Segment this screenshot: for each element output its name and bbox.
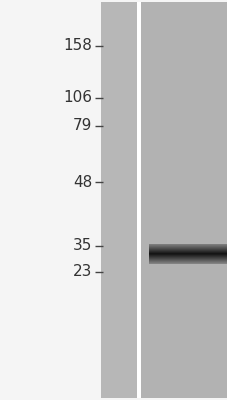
Bar	[149, 244, 227, 245]
Text: 106: 106	[63, 90, 92, 106]
Bar	[149, 246, 227, 247]
Bar	[149, 256, 227, 257]
Bar	[149, 255, 227, 256]
Bar	[149, 248, 227, 249]
Bar	[149, 250, 227, 251]
Text: 23: 23	[73, 264, 92, 280]
Bar	[149, 263, 227, 264]
Bar	[136, 2, 140, 398]
Bar	[149, 247, 227, 248]
Bar	[149, 260, 227, 261]
Bar	[149, 261, 227, 262]
Bar	[149, 258, 227, 259]
Bar	[149, 249, 227, 250]
Text: 48: 48	[73, 174, 92, 190]
Bar	[149, 254, 227, 256]
Bar	[149, 258, 227, 259]
Bar	[149, 248, 227, 249]
Bar	[149, 246, 227, 247]
Bar	[149, 247, 227, 248]
Bar	[149, 260, 227, 261]
Bar	[149, 251, 227, 252]
Bar	[149, 254, 227, 255]
Bar	[149, 253, 227, 254]
Bar	[149, 257, 227, 258]
Bar	[149, 262, 227, 263]
Text: 158: 158	[63, 38, 92, 54]
Bar	[140, 2, 227, 398]
Bar	[149, 261, 227, 262]
Bar	[149, 249, 227, 250]
Bar	[149, 250, 227, 251]
Text: 35: 35	[73, 238, 92, 254]
Bar	[149, 244, 227, 245]
Bar	[149, 256, 227, 257]
Text: 79: 79	[73, 118, 92, 134]
Bar	[149, 252, 227, 253]
Bar	[149, 253, 227, 254]
Bar	[149, 245, 227, 246]
Bar	[149, 251, 227, 252]
Bar	[149, 259, 227, 260]
Bar	[149, 259, 227, 260]
Bar	[101, 2, 136, 398]
Bar	[149, 262, 227, 263]
